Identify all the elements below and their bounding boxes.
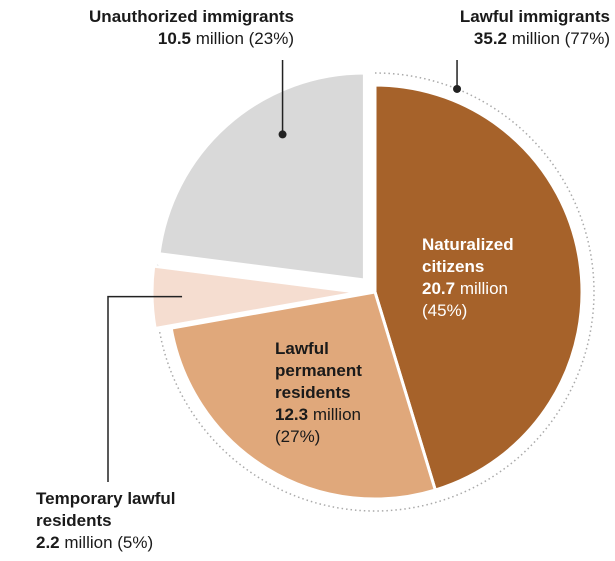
label-unauthorized: Unauthorized immigrants 10.5 million (23… [32,6,294,50]
label-lawful-group: Lawful immigrants 35.2 million (77%) [398,6,610,50]
label-permanent: Lawful permanent residents 12.3 million … [275,338,362,448]
leader-dot-lawful-group [453,85,461,93]
label-temporary: Temporary lawful residents 2.2 million (… [36,488,176,554]
leader-dot-unauthorized [279,130,287,138]
slice-unauthorized [159,73,364,280]
label-naturalized: Naturalized citizens 20.7 million (45%) [422,234,514,322]
